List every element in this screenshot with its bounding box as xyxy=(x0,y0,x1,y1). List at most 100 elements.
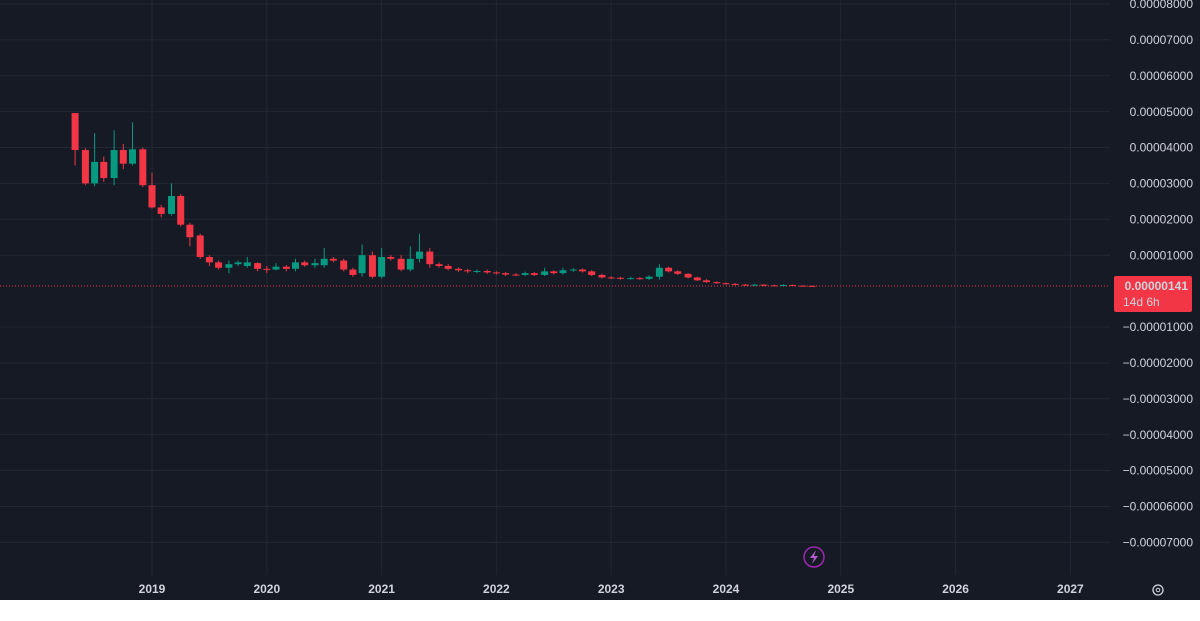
candle xyxy=(492,271,500,275)
candle-body xyxy=(243,262,251,266)
candle-body xyxy=(435,264,443,266)
candle xyxy=(588,270,596,277)
candle-body xyxy=(234,262,242,265)
candle xyxy=(415,233,423,263)
candle-body xyxy=(655,267,663,277)
candle xyxy=(674,270,682,275)
candle xyxy=(627,276,635,280)
y-tick-label: −0.00001000 xyxy=(1123,320,1194,334)
candle-body xyxy=(722,283,730,285)
candle-body xyxy=(530,273,538,275)
candles xyxy=(71,113,816,287)
candle xyxy=(751,283,759,286)
y-tick-label: 0.00001000 xyxy=(1130,248,1194,262)
candle xyxy=(578,268,586,273)
last-price-tag xyxy=(1114,276,1192,313)
x-tick-label: 2023 xyxy=(598,582,625,596)
replay-button[interactable] xyxy=(803,546,825,568)
candle-body xyxy=(455,268,463,271)
candle xyxy=(473,269,481,274)
candle-body xyxy=(426,251,434,265)
candle-body xyxy=(378,256,386,277)
candle-body xyxy=(444,265,452,269)
candle xyxy=(291,258,299,272)
candle xyxy=(234,260,242,266)
candle-body xyxy=(205,256,213,263)
candle xyxy=(702,279,710,283)
candle-body xyxy=(291,262,299,269)
candle-body xyxy=(770,285,778,287)
candle xyxy=(139,147,147,188)
candle xyxy=(722,282,730,285)
candle xyxy=(157,204,165,218)
candle xyxy=(81,148,89,186)
candle xyxy=(569,268,577,272)
candle-body xyxy=(349,269,357,275)
candle xyxy=(301,260,309,267)
candle xyxy=(329,256,337,263)
candle-body xyxy=(406,258,414,270)
candle-body xyxy=(713,282,721,284)
candle xyxy=(168,183,176,216)
candle xyxy=(483,269,491,274)
candle-body xyxy=(492,272,500,274)
candle-body xyxy=(157,207,165,214)
candle xyxy=(799,285,807,287)
last-price-label: 0.00000141 xyxy=(1125,279,1189,293)
candle-body xyxy=(215,262,223,268)
candle xyxy=(731,283,739,286)
background xyxy=(0,0,1200,600)
candle-body xyxy=(588,271,596,275)
candle-body xyxy=(168,195,176,214)
candle xyxy=(205,255,213,266)
candle-body xyxy=(483,270,491,273)
candle-body xyxy=(225,264,233,268)
footer-strip xyxy=(0,600,1200,621)
candle-body xyxy=(415,251,423,259)
candle xyxy=(406,246,414,272)
candle xyxy=(789,284,797,287)
candle xyxy=(684,273,692,279)
candle-body xyxy=(512,274,520,276)
candle xyxy=(760,284,768,287)
candle xyxy=(215,260,223,270)
y-tick-label: −0.00002000 xyxy=(1123,356,1194,370)
candle xyxy=(464,268,472,274)
candle-body xyxy=(320,258,328,266)
candle-body xyxy=(311,263,319,266)
candle-body xyxy=(578,269,586,272)
candle-body xyxy=(196,235,204,257)
candle xyxy=(110,130,118,186)
candle-body xyxy=(387,256,395,259)
candle-body xyxy=(263,268,271,270)
candle xyxy=(128,122,136,166)
candle-body xyxy=(473,270,481,272)
y-tick-label: 0.00007000 xyxy=(1130,33,1194,47)
candle xyxy=(665,266,673,273)
candle xyxy=(693,276,701,282)
candle xyxy=(119,143,127,170)
x-tick-label: 2027 xyxy=(1057,582,1084,596)
labels: 0.00008000 0.00007000 0.00006000 0.00005000… xyxy=(139,0,1194,596)
x-tick-label: 2024 xyxy=(713,582,740,596)
x-tick-label: 2025 xyxy=(827,582,854,596)
candle-body xyxy=(742,284,750,286)
candle xyxy=(616,276,624,280)
candle xyxy=(512,273,520,277)
candle-body xyxy=(799,285,807,287)
candle xyxy=(550,270,558,275)
candle-body xyxy=(598,274,606,278)
y-tick-label: −0.00004000 xyxy=(1123,428,1194,442)
candle-body xyxy=(693,277,701,281)
candle-body xyxy=(329,258,337,261)
candle xyxy=(196,233,204,259)
y-tick-label: 0.00002000 xyxy=(1130,212,1194,226)
candle xyxy=(100,156,108,182)
candle-body xyxy=(751,284,759,286)
candle-body xyxy=(139,149,147,186)
candle xyxy=(243,256,251,268)
y-tick-label: 0.00003000 xyxy=(1130,177,1194,191)
candle-body xyxy=(358,255,366,274)
candle xyxy=(530,272,538,277)
settings-button[interactable] xyxy=(1152,584,1164,596)
